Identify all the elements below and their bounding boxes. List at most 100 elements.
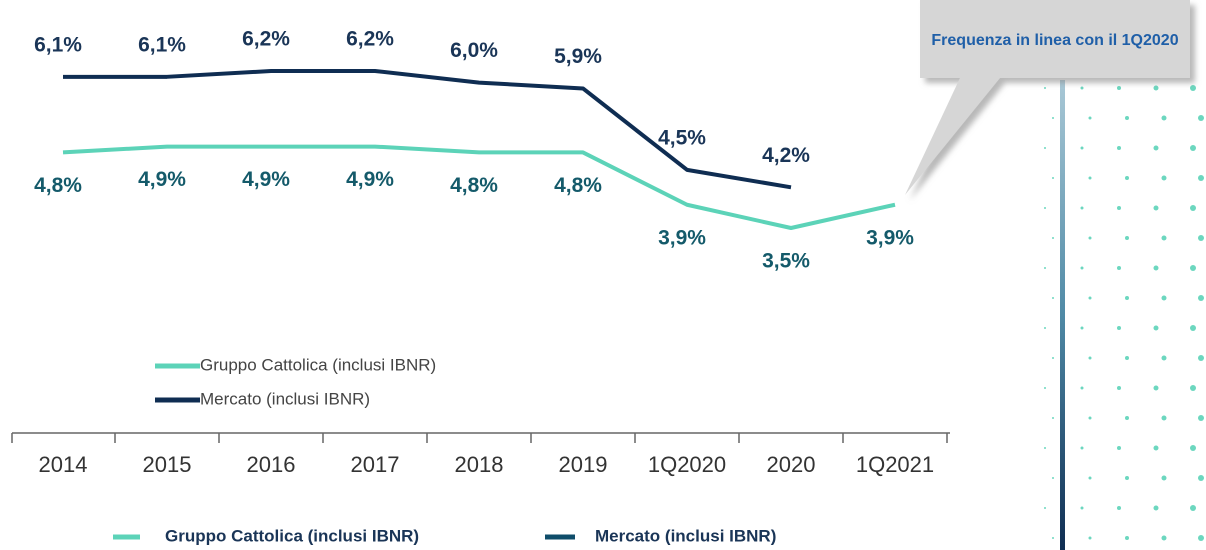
x-tick-label: 2018 bbox=[455, 452, 504, 477]
decor-dot bbox=[1044, 327, 1046, 329]
decor-dot bbox=[1190, 205, 1196, 211]
decor-dot bbox=[1044, 507, 1046, 509]
data-label: 6,1% bbox=[34, 33, 82, 56]
decor-dot bbox=[1052, 357, 1054, 359]
decor-dot bbox=[1089, 537, 1092, 540]
decor-dot bbox=[1081, 387, 1084, 390]
decor-dot bbox=[1089, 177, 1092, 180]
decor-dot bbox=[1117, 326, 1121, 330]
decor-dot bbox=[1198, 175, 1204, 181]
legend-label: Gruppo Cattolica (inclusi IBNR) bbox=[200, 355, 436, 374]
decor-dot bbox=[1190, 85, 1196, 91]
data-label: 6,0% bbox=[450, 39, 498, 62]
decor-dot bbox=[1117, 146, 1121, 150]
x-tick-label: 2016 bbox=[247, 452, 296, 477]
decor-dot bbox=[1125, 116, 1129, 120]
decor-dot bbox=[1125, 536, 1129, 540]
decor-dot bbox=[1198, 235, 1204, 241]
decor-dot bbox=[1044, 87, 1046, 89]
decor-dot bbox=[1089, 477, 1092, 480]
decor-dot bbox=[1162, 416, 1167, 421]
decor-dot bbox=[1044, 147, 1046, 149]
data-label: 4,8% bbox=[554, 174, 602, 197]
decor-dot bbox=[1117, 206, 1121, 210]
legend-label: Mercato (inclusi IBNR) bbox=[595, 526, 776, 545]
data-label: 4,8% bbox=[450, 174, 498, 197]
decor-dot bbox=[1089, 237, 1092, 240]
decor-dot bbox=[1190, 145, 1196, 151]
decor-dot bbox=[1125, 176, 1129, 180]
chart: 2014201520162017201820191Q202020201Q2021… bbox=[0, 0, 1206, 550]
data-label: 3,9% bbox=[866, 226, 914, 249]
data-label: 3,5% bbox=[762, 250, 810, 273]
data-label: 4,2% bbox=[762, 144, 810, 167]
decor-dot bbox=[1117, 506, 1121, 510]
callout-text: Frequenza in linea con il 1Q2020 bbox=[922, 8, 1188, 74]
x-tick-label: 2017 bbox=[351, 452, 400, 477]
decor-dot bbox=[1198, 355, 1204, 361]
decor-dot bbox=[1052, 417, 1054, 419]
decor-dot bbox=[1052, 117, 1054, 119]
decoration bbox=[1044, 85, 1204, 541]
decor-dot bbox=[1117, 266, 1121, 270]
decor-dot bbox=[1162, 116, 1167, 121]
decor-dot bbox=[1154, 386, 1159, 391]
decor-dot bbox=[1089, 417, 1092, 420]
decor-dot bbox=[1117, 386, 1121, 390]
decor-dot bbox=[1081, 87, 1084, 90]
x-tick-label: 1Q2020 bbox=[648, 452, 726, 477]
decor-dot bbox=[1081, 507, 1084, 510]
decor-dot bbox=[1081, 147, 1084, 150]
decor-dot bbox=[1089, 297, 1092, 300]
data-label: 6,2% bbox=[346, 28, 394, 51]
page: {"chart_data": {"type": "line", "categor… bbox=[0, 0, 1206, 550]
decor-dot bbox=[1190, 505, 1196, 511]
decor-dot bbox=[1154, 206, 1159, 211]
decor-dot bbox=[1162, 476, 1167, 481]
decor-dot bbox=[1044, 387, 1046, 389]
decor-dot bbox=[1198, 475, 1204, 481]
decor-dot bbox=[1190, 325, 1196, 331]
decor-dot bbox=[1154, 146, 1159, 151]
x-tick-label: 2020 bbox=[767, 452, 816, 477]
decor-dot bbox=[1154, 266, 1159, 271]
decor-dot bbox=[1154, 86, 1159, 91]
decor-dot bbox=[1154, 446, 1159, 451]
decor-dot bbox=[1190, 445, 1196, 451]
decor-dot bbox=[1044, 267, 1046, 269]
decor-dot bbox=[1081, 447, 1084, 450]
decor-dot bbox=[1052, 177, 1054, 179]
x-tick-label: 2019 bbox=[559, 452, 608, 477]
decor-dot bbox=[1162, 236, 1167, 241]
decor-dot bbox=[1052, 237, 1054, 239]
x-tick-label: 2015 bbox=[143, 452, 192, 477]
decor-dot bbox=[1052, 537, 1054, 539]
decor-dot bbox=[1089, 117, 1092, 120]
data-label: 4,9% bbox=[138, 168, 186, 191]
decor-dot bbox=[1081, 267, 1084, 270]
decor-dot bbox=[1198, 115, 1204, 121]
decor-dot bbox=[1190, 265, 1196, 271]
decor-dot bbox=[1154, 506, 1159, 511]
data-label: 6,2% bbox=[242, 28, 290, 51]
decor-dot bbox=[1125, 296, 1129, 300]
decor-dot bbox=[1117, 86, 1121, 90]
data-label: 4,9% bbox=[242, 168, 290, 191]
legend-label: Gruppo Cattolica (inclusi IBNR) bbox=[165, 526, 419, 545]
decor-dot bbox=[1044, 207, 1046, 209]
data-label: 6,1% bbox=[138, 33, 186, 56]
divider bbox=[1060, 80, 1065, 550]
decor-dot bbox=[1125, 236, 1129, 240]
decor-dot bbox=[1154, 326, 1159, 331]
decor-dot bbox=[1198, 535, 1204, 541]
decor-dot bbox=[1081, 207, 1084, 210]
decor-dot bbox=[1162, 356, 1167, 361]
decor-dot bbox=[1125, 356, 1129, 360]
data-label: 4,9% bbox=[346, 168, 394, 191]
decor-dot bbox=[1162, 536, 1167, 541]
decor-dot bbox=[1162, 296, 1167, 301]
decor-dot bbox=[1162, 176, 1167, 181]
decor-dot bbox=[1125, 476, 1129, 480]
decor-dot bbox=[1089, 357, 1092, 360]
decor-dot bbox=[1052, 477, 1054, 479]
